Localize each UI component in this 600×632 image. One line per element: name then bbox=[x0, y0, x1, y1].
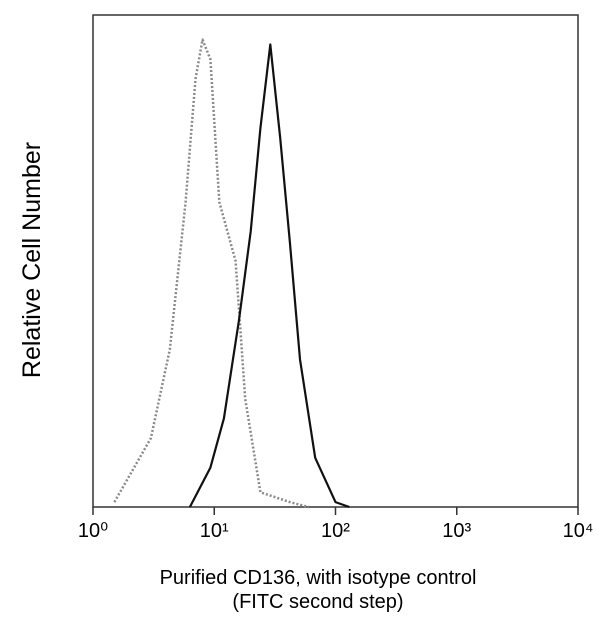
x-axis-label: Purified CD136, with isotype control bbox=[160, 567, 477, 589]
histogram-line bbox=[113, 38, 309, 509]
x-tick-label: 10⁰ bbox=[78, 520, 108, 542]
plot-frame bbox=[92, 14, 579, 508]
y-axis-label: Relative Cell Number bbox=[18, 142, 46, 378]
x-axis-label: (FITC second step) bbox=[232, 591, 403, 613]
x-tick-label: 10¹ bbox=[200, 520, 229, 542]
x-tick-label: 10⁴ bbox=[563, 520, 594, 542]
x-tick-label: 10³ bbox=[442, 520, 471, 542]
x-tick-label: 10² bbox=[321, 520, 350, 542]
histogram-line bbox=[188, 43, 350, 509]
